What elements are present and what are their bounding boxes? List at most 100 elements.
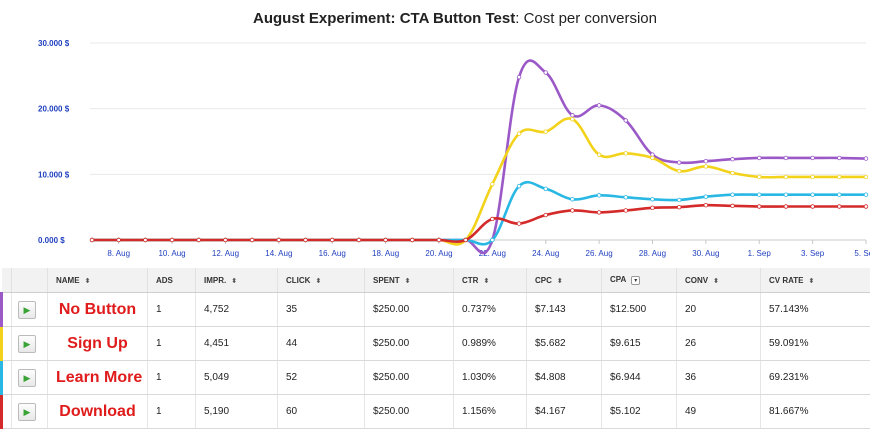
data-point-learn-more[interactable] bbox=[623, 195, 628, 200]
data-point-no-button[interactable] bbox=[570, 113, 575, 118]
data-point-learn-more[interactable] bbox=[676, 197, 682, 203]
data-point-no-button[interactable] bbox=[623, 118, 628, 123]
data-point-download[interactable] bbox=[730, 203, 735, 209]
play-icon[interactable]: ▶ bbox=[18, 368, 36, 387]
data-point-no-button[interactable] bbox=[783, 155, 789, 161]
data-point-no-button[interactable] bbox=[516, 74, 522, 80]
data-point-download[interactable] bbox=[783, 204, 789, 209]
data-point-download[interactable] bbox=[490, 216, 495, 222]
sort-dropdown-icon[interactable]: ▾ bbox=[631, 276, 641, 285]
data-point-learn-more[interactable] bbox=[516, 183, 522, 189]
data-point-sign-up[interactable] bbox=[623, 151, 628, 156]
data-point-download[interactable] bbox=[436, 237, 442, 243]
data-point-learn-more[interactable] bbox=[783, 192, 789, 197]
sort-icon[interactable]: ⬍ bbox=[231, 277, 238, 285]
data-point-no-button[interactable] bbox=[730, 157, 735, 162]
data-point-no-button[interactable] bbox=[810, 155, 815, 161]
data-point-learn-more[interactable] bbox=[863, 192, 869, 197]
data-point-no-button[interactable] bbox=[596, 103, 602, 108]
data-point-download[interactable] bbox=[249, 237, 255, 243]
sort-icon[interactable]: ⬍ bbox=[315, 277, 322, 285]
sort-icon[interactable]: ⬍ bbox=[713, 277, 719, 285]
data-point-learn-more[interactable] bbox=[810, 192, 815, 197]
variant-name[interactable]: Sign Up bbox=[47, 326, 148, 361]
header-ads[interactable]: ADS bbox=[147, 268, 196, 293]
data-point-sign-up[interactable] bbox=[757, 174, 762, 180]
data-point-learn-more[interactable] bbox=[543, 186, 548, 191]
data-point-download[interactable] bbox=[169, 237, 175, 243]
data-point-download[interactable] bbox=[410, 237, 415, 243]
data-point-learn-more[interactable] bbox=[490, 237, 495, 243]
data-point-download[interactable] bbox=[650, 205, 655, 211]
data-point-download[interactable] bbox=[89, 237, 95, 243]
data-point-sign-up[interactable] bbox=[516, 131, 522, 136]
data-point-download[interactable] bbox=[116, 237, 121, 243]
data-point-download[interactable] bbox=[623, 208, 628, 213]
data-point-learn-more[interactable] bbox=[837, 192, 842, 197]
data-point-download[interactable] bbox=[810, 204, 815, 209]
data-point-download[interactable] bbox=[143, 237, 148, 243]
data-point-sign-up[interactable] bbox=[783, 174, 789, 180]
data-point-no-button[interactable] bbox=[863, 156, 869, 161]
header-name[interactable]: NAME ⬍ bbox=[47, 268, 148, 293]
header-conv[interactable]: CONV ⬍ bbox=[676, 268, 761, 293]
play-icon[interactable]: ▶ bbox=[18, 402, 36, 421]
data-point-no-button[interactable] bbox=[676, 160, 682, 165]
data-point-download[interactable] bbox=[676, 204, 682, 210]
data-point-download[interactable] bbox=[383, 237, 388, 243]
sort-icon[interactable]: ⬍ bbox=[84, 277, 91, 285]
data-point-no-button[interactable] bbox=[757, 155, 762, 161]
header-cpc[interactable]: CPC ⬍ bbox=[526, 268, 602, 293]
variant-name[interactable]: Learn More bbox=[47, 360, 148, 395]
variant-name[interactable]: Download bbox=[47, 394, 148, 429]
data-point-download[interactable] bbox=[276, 237, 282, 243]
header-click[interactable]: CLICK ⬍ bbox=[277, 268, 365, 293]
data-point-download[interactable] bbox=[356, 237, 362, 243]
sort-icon[interactable]: ⬍ bbox=[483, 277, 490, 285]
data-point-learn-more[interactable] bbox=[757, 192, 762, 197]
data-point-no-button[interactable] bbox=[703, 158, 709, 164]
table-row[interactable]: ▶ Sign Up 1 4,451 44 $250.00 0.989% $5.682 $9.61… bbox=[0, 326, 870, 361]
data-point-sign-up[interactable] bbox=[543, 129, 548, 134]
play-icon[interactable]: ▶ bbox=[18, 334, 36, 353]
data-point-download[interactable] bbox=[863, 204, 869, 209]
data-point-download[interactable] bbox=[196, 237, 201, 243]
data-point-no-button[interactable] bbox=[543, 70, 548, 75]
sort-icon[interactable]: ⬍ bbox=[808, 277, 815, 285]
data-point-download[interactable] bbox=[570, 208, 575, 213]
data-point-download[interactable] bbox=[543, 212, 548, 218]
data-point-sign-up[interactable] bbox=[703, 164, 709, 169]
header-cvrate[interactable]: CV RATE ⬍ bbox=[760, 268, 870, 293]
table-row[interactable]: ▶ No Button 1 4,752 35 $250.00 0.737% $7.143 $12… bbox=[0, 292, 870, 327]
data-point-download[interactable] bbox=[516, 221, 522, 226]
data-point-sign-up[interactable] bbox=[730, 170, 735, 176]
data-point-download[interactable] bbox=[303, 237, 308, 243]
data-point-download[interactable] bbox=[757, 204, 762, 209]
data-point-sign-up[interactable] bbox=[676, 168, 682, 174]
header-impr[interactable]: IMPR. ⬍ bbox=[195, 268, 278, 293]
data-point-learn-more[interactable] bbox=[570, 197, 575, 202]
data-point-learn-more[interactable] bbox=[730, 192, 735, 197]
data-point-learn-more[interactable] bbox=[703, 194, 709, 199]
data-point-no-button[interactable] bbox=[837, 155, 842, 161]
data-point-sign-up[interactable] bbox=[596, 152, 602, 157]
data-point-download[interactable] bbox=[596, 210, 602, 215]
sort-icon[interactable]: ⬍ bbox=[404, 277, 411, 285]
variant-name[interactable]: No Button bbox=[47, 292, 148, 327]
table-row[interactable]: ▶ Learn More 1 5,049 52 $250.00 1.030% $4.808 $6… bbox=[0, 360, 870, 395]
data-point-download[interactable] bbox=[330, 237, 335, 243]
data-point-download[interactable] bbox=[463, 237, 468, 243]
data-point-learn-more[interactable] bbox=[596, 193, 602, 198]
header-cpa[interactable]: CPA ▾ bbox=[601, 268, 677, 293]
sort-icon[interactable]: ⬍ bbox=[556, 277, 563, 285]
data-point-sign-up[interactable] bbox=[810, 174, 815, 180]
header-spent[interactable]: SPENT ⬍ bbox=[364, 268, 454, 293]
data-point-download[interactable] bbox=[703, 202, 709, 208]
data-point-sign-up[interactable] bbox=[837, 174, 842, 180]
play-icon[interactable]: ▶ bbox=[18, 300, 36, 319]
data-point-download[interactable] bbox=[837, 204, 842, 209]
table-row[interactable]: ▶ Download 1 5,190 60 $250.00 1.156% $4.167 $5.1… bbox=[0, 394, 870, 429]
data-point-download[interactable] bbox=[223, 237, 228, 243]
data-point-sign-up[interactable] bbox=[863, 174, 869, 180]
data-point-learn-more[interactable] bbox=[650, 197, 655, 202]
